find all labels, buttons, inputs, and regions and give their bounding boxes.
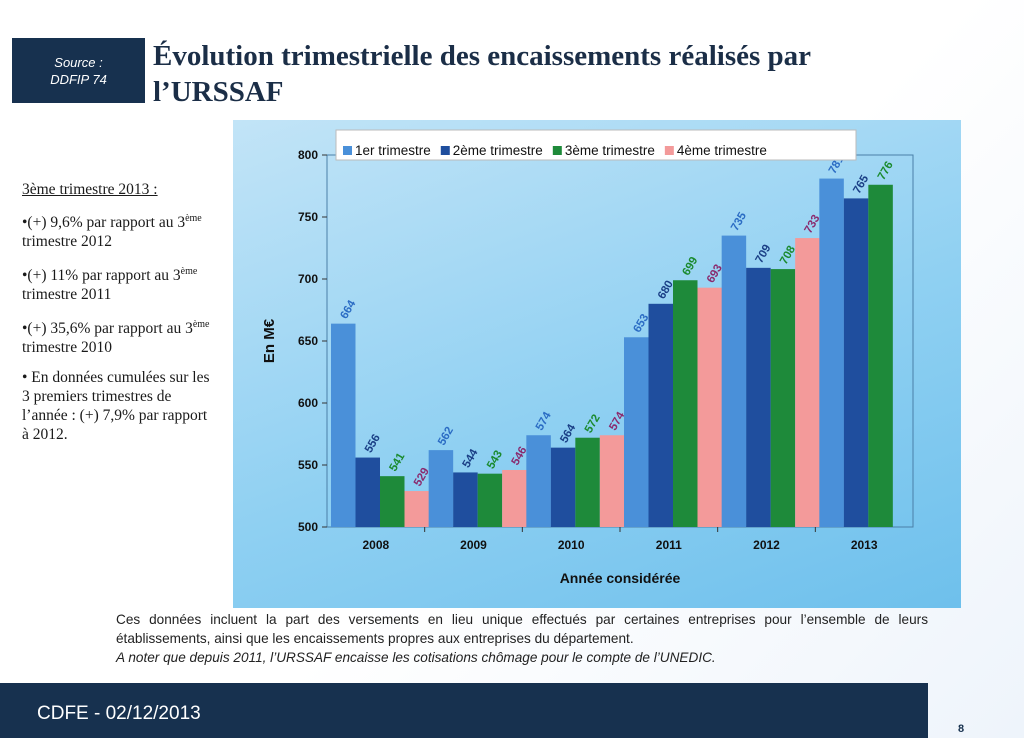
bar (819, 178, 844, 527)
commentary-item-text: • En données cumulées sur les 3 premiers… (22, 369, 210, 444)
y-tick-label: 650 (298, 334, 318, 348)
data-label: 562 (436, 425, 456, 448)
commentary-item: •(+) 9,6% par rapport au 3ème trimestre … (22, 209, 212, 251)
page-title: Évolution trimestrielle des encaissement… (153, 40, 811, 108)
data-label: 556 (363, 432, 383, 455)
commentary-item-text-end: trimestre 2011 (22, 286, 112, 304)
data-label: 574 (534, 410, 554, 433)
legend-label: 1er trimestre (355, 143, 431, 158)
x-tick-label: 2009 (460, 538, 487, 552)
commentary-item-text: •(+) 35,6% par rapport au 3 (22, 320, 193, 338)
bar (526, 435, 551, 527)
page-number: 8 (958, 723, 965, 735)
footer-bar (0, 683, 928, 738)
commentary-item-text: •(+) 9,6% par rapport au 3 (22, 214, 186, 232)
bar (331, 323, 356, 527)
bar (795, 238, 820, 527)
legend-swatch (664, 146, 674, 155)
bar (477, 473, 503, 527)
x-axis-label: Année considérée (560, 570, 681, 586)
data-label: 735 (729, 210, 749, 233)
legend-swatch (440, 146, 450, 155)
commentary-heading: 3ème trimestre 2013 : (22, 181, 158, 198)
bar (673, 280, 698, 527)
bar (453, 472, 478, 527)
data-label: 572 (583, 413, 603, 436)
y-axis-label: En M€ (261, 318, 278, 363)
commentary-item: •(+) 35,6% par rapport au 3ème trimestre… (22, 315, 212, 357)
bar (355, 457, 380, 527)
footer-text: CDFE - 02/12/2013 (37, 703, 201, 724)
bar (502, 469, 527, 527)
legend-box (335, 129, 857, 161)
footnote-text: Ces données incluent la part des verseme… (116, 612, 928, 646)
data-label: 653 (631, 312, 651, 335)
bar (404, 491, 429, 527)
bar (721, 235, 747, 527)
data-label: 664 (338, 298, 358, 321)
bar (697, 287, 722, 527)
commentary-item-text: •(+) 11% par rapport au 3 (22, 267, 181, 285)
footnote: Ces données incluent la part des verseme… (116, 610, 928, 667)
commentary-item: •(+) 11% par rapport au 3ème trimestre 2… (22, 262, 212, 304)
bar (550, 447, 576, 527)
y-tick-label: 550 (298, 458, 318, 472)
commentary-item: • En données cumulées sur les 3 premiers… (22, 368, 212, 444)
bar (770, 269, 796, 527)
bar (428, 450, 454, 527)
bar (746, 267, 771, 527)
footnote-italic-text: A noter que depuis 2011, l’URSSAF encais… (116, 650, 716, 665)
y-tick-label: 700 (298, 272, 318, 286)
source-value: DDFIP 74 (50, 71, 107, 87)
legend-swatch (552, 146, 562, 155)
commentary-item-sup: ème (180, 266, 198, 278)
data-label: 543 (485, 449, 505, 472)
data-label: 680 (656, 279, 676, 302)
legend-label: 4ème trimestre (677, 143, 767, 158)
y-tick-label: 600 (298, 396, 318, 410)
legend-swatch (343, 146, 352, 155)
x-tick-label: 2012 (753, 538, 780, 552)
bar-chart: 5005506006507007508002008664556541529200… (261, 129, 914, 586)
bar (624, 337, 649, 527)
x-tick-label: 2011 (656, 538, 682, 552)
commentary-item-sup: ème (192, 319, 210, 331)
data-label: 541 (387, 451, 407, 474)
commentary-item-text-end: trimestre 2010 (22, 339, 112, 357)
bar (380, 476, 405, 527)
y-tick-label: 750 (298, 210, 318, 224)
bar (843, 198, 869, 527)
data-label: 544 (461, 447, 481, 470)
bar (575, 437, 600, 527)
commentary-item-text-end: trimestre 2012 (22, 233, 112, 251)
x-tick-label: 2010 (558, 538, 585, 552)
data-label: 709 (754, 243, 774, 266)
bar (868, 184, 893, 527)
source-label: Source : (54, 54, 103, 70)
x-tick-label: 2008 (362, 538, 389, 552)
data-label: 776 (876, 160, 896, 183)
y-tick-label: 500 (298, 520, 318, 534)
data-label: 699 (680, 255, 700, 278)
y-tick-label: 800 (298, 148, 318, 162)
legend-label: 2ème trimestre (453, 143, 543, 158)
bar (648, 303, 673, 527)
source-badge: Source : DDFIP 74 (12, 38, 145, 103)
x-tick-label: 2013 (851, 538, 878, 552)
commentary-item-sup: ème (185, 213, 202, 224)
bar (599, 435, 625, 527)
commentary-panel: 3ème trimestre 2013 : •(+) 9,6% par rapp… (22, 180, 212, 455)
legend-label: 3ème trimestre (565, 143, 655, 158)
